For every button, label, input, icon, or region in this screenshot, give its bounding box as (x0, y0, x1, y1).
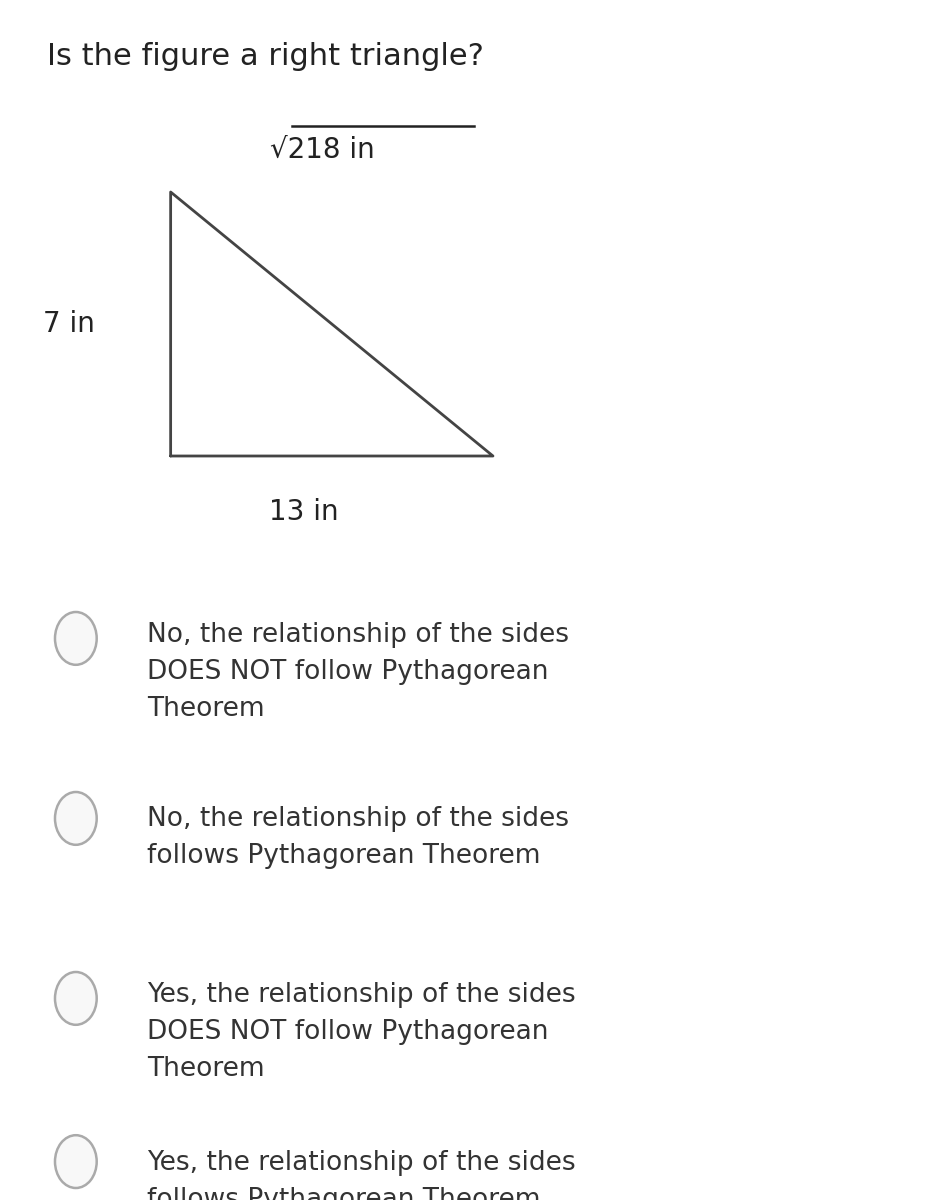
Text: No, the relationship of the sides
DOES NOT follow Pythagorean
Theorem: No, the relationship of the sides DOES N… (147, 622, 569, 721)
Text: √218 in: √218 in (270, 136, 374, 164)
Text: Is the figure a right triangle?: Is the figure a right triangle? (47, 42, 484, 71)
Text: No, the relationship of the sides
follows Pythagorean Theorem: No, the relationship of the sides follow… (147, 806, 569, 869)
Circle shape (55, 972, 97, 1025)
Text: 13 in: 13 in (268, 498, 338, 526)
Circle shape (55, 1135, 97, 1188)
Text: Yes, the relationship of the sides
DOES NOT follow Pythagorean
Theorem: Yes, the relationship of the sides DOES … (147, 982, 575, 1081)
Circle shape (55, 792, 97, 845)
Circle shape (55, 612, 97, 665)
Text: Yes, the relationship of the sides
follows Pythagorean Theorem: Yes, the relationship of the sides follo… (147, 1150, 575, 1200)
Text: 7 in: 7 in (43, 310, 95, 338)
